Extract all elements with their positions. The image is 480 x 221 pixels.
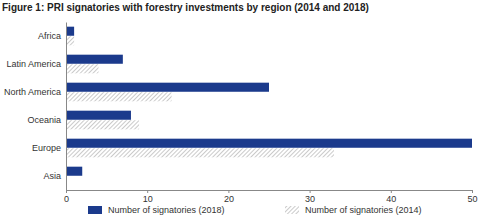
bar	[66, 27, 74, 36]
y-tick: North America	[4, 87, 66, 97]
y-tick-label: North America	[4, 87, 61, 97]
chart: Figure 1: PRI signatories with forestry …	[0, 0, 480, 221]
x-tick-label: 30	[305, 194, 315, 204]
x-axis-line	[67, 190, 473, 191]
bar	[66, 167, 82, 176]
y-tick-label: Latin America	[6, 59, 61, 69]
bar	[66, 111, 131, 120]
x-tick: 20	[224, 190, 234, 204]
y-tick: Latin America	[6, 59, 66, 69]
x-tick: 50	[467, 190, 477, 204]
y-tick: Europe	[32, 143, 66, 153]
y-tick-label: Africa	[38, 31, 61, 41]
bar	[66, 120, 139, 129]
y-tick: Africa	[38, 31, 66, 41]
title: Figure 1: PRI signatories with forestry …	[2, 2, 369, 13]
x-tick: 10	[143, 190, 153, 204]
y-tick-label: Oceania	[27, 115, 61, 125]
x-tick-mark	[228, 190, 229, 193]
legend-label: Number of signatories (2014)	[305, 205, 422, 215]
legend-swatch	[88, 206, 102, 214]
bar	[66, 83, 269, 92]
legend-label: Number of signatories (2018)	[108, 205, 225, 215]
bar	[66, 36, 74, 45]
bar	[66, 148, 334, 157]
y-tick-label: Europe	[32, 143, 61, 153]
x-tick: 0	[64, 190, 69, 204]
x-tick-mark	[391, 190, 392, 193]
y-tick: Oceania	[27, 115, 66, 125]
bar	[66, 64, 98, 73]
y-tick-label: Asia	[43, 171, 61, 181]
x-tick: 40	[386, 190, 396, 204]
x-tick-mark	[472, 190, 473, 193]
x-tick-mark	[147, 190, 148, 193]
bar	[66, 139, 472, 148]
x-tick-mark	[310, 190, 311, 193]
legend-swatch	[285, 206, 299, 214]
x-tick-label: 50	[467, 194, 477, 204]
y-tick: Asia	[43, 171, 66, 181]
x-tick: 30	[305, 190, 315, 204]
legend-item: Number of signatories (2014)	[285, 205, 422, 215]
legend: Number of signatories (2018) Number of si…	[88, 205, 422, 215]
bars	[66, 27, 472, 176]
x-tick-label: 0	[64, 194, 69, 204]
legend-item: Number of signatories (2018)	[88, 205, 225, 215]
x-tick-label: 40	[386, 194, 396, 204]
y-axis: Africa Latin America North America Oceania E…	[4, 23, 67, 191]
x-tick-label: 20	[224, 194, 234, 204]
bar	[66, 55, 123, 64]
x-tick-label: 10	[143, 194, 153, 204]
bar	[66, 92, 172, 101]
y-axis-line	[66, 23, 67, 191]
x-axis: 0 10 20 30 40 50	[64, 190, 478, 204]
